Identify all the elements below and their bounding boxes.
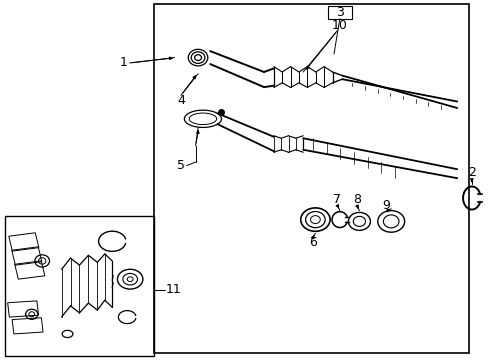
Text: 6: 6	[308, 237, 316, 249]
Text: 7: 7	[333, 193, 341, 206]
Text: 8: 8	[352, 193, 360, 206]
Text: 1: 1	[119, 57, 127, 69]
Bar	[9, 233, 39, 251]
Bar	[15, 261, 45, 279]
Bar	[5, 216, 154, 356]
Bar	[8, 301, 39, 317]
Text: 11: 11	[165, 283, 181, 296]
Bar	[12, 318, 43, 334]
Text: 4: 4	[177, 94, 184, 107]
Bar	[12, 247, 42, 265]
Text: 10: 10	[331, 19, 347, 32]
Bar	[154, 4, 468, 353]
Text: 2: 2	[467, 166, 475, 179]
Bar	[327, 6, 351, 19]
Text: 5: 5	[177, 159, 184, 172]
Text: 9: 9	[382, 199, 389, 212]
Text: 3: 3	[335, 6, 343, 19]
